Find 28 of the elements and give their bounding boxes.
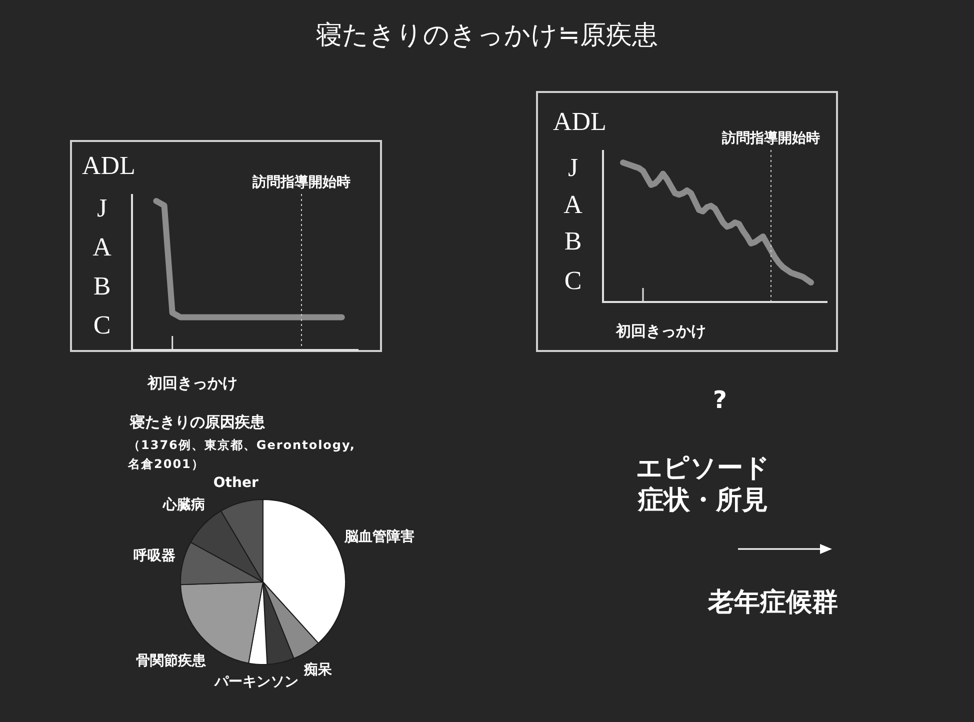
- slice-label: 心臓病: [162, 496, 205, 514]
- text: 老年症候群: [708, 586, 838, 620]
- slice-label: パーキンソン: [214, 673, 299, 692]
- text: C: [93, 310, 111, 340]
- text: J: [568, 152, 578, 182]
- text: 訪問指導開始時: [252, 174, 350, 191]
- slice-label: 痴呆: [304, 661, 332, 680]
- slice-label: 脳血管障害: [344, 528, 415, 546]
- text: 症状・所見: [638, 484, 768, 518]
- text: A: [564, 190, 583, 220]
- slice-label: 骨関節疾患: [136, 652, 206, 670]
- text: エピソード: [636, 452, 770, 486]
- text: C: [564, 266, 582, 296]
- y-axis-title: ADL: [553, 106, 606, 136]
- text: J: [96, 193, 108, 222]
- text: B: [564, 226, 582, 256]
- text: ?: [713, 386, 727, 414]
- slice-label: Other: [213, 474, 258, 491]
- y-axis-title: ADL: [82, 150, 136, 180]
- chart-subtitle: （1376例、東京都、Gerontology, 名倉2001）: [128, 437, 356, 473]
- x-axis-title: 初回きっかけ: [615, 322, 706, 340]
- text: 寝たきりのきっかけ≒原疾患: [316, 20, 658, 52]
- x-axis-title: 初回きっかけ: [146, 374, 238, 392]
- chart-title: 寝たきりの原因疾患: [130, 413, 265, 432]
- text: 訪問指導開始時: [722, 130, 820, 147]
- slice-label: 呼吸器: [134, 546, 176, 565]
- text: A: [92, 232, 112, 262]
- text: B: [93, 271, 111, 300]
